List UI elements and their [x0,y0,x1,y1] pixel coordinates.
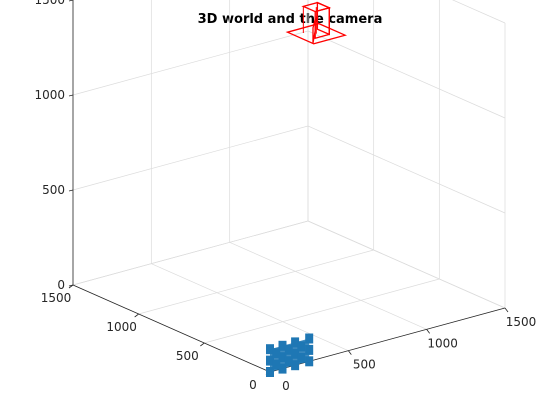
y-tick-mark [200,342,205,347]
z-tick-label: 1000 [34,88,65,102]
grid-line-backwall-z [72,125,309,191]
x-tick-label: 0 [282,379,290,393]
camera-lens [312,19,316,44]
grid-line-floor-x [151,263,349,351]
grid-line-sidewall-z [307,30,506,119]
z-tick-mark [68,189,74,192]
data-points [266,333,314,377]
y-tick-label: 0 [249,378,257,392]
z-tick-label: 0 [57,278,65,292]
grid-line-backwall-z [72,220,309,286]
camera-model [285,1,348,45]
grid-line-floor-y [204,278,440,344]
grid [72,0,506,373]
z-tick-mark [68,0,74,2]
y-tick-label: 500 [176,349,199,363]
x-tick-mark [504,307,509,313]
grid-line-floor-y [138,249,374,315]
x-tick-mark [426,329,430,334]
chart-title: 3D world and the camera [198,12,383,27]
y-tick-label: 1500 [41,291,72,305]
camera-body-top [301,1,332,13]
y-tick-label: 1000 [106,320,137,334]
point-cluster [270,338,310,372]
z-tick-label: 500 [42,183,65,197]
x-tick-mark [348,350,352,355]
z-tick-label: 1500 [34,0,65,7]
x-tick-label: 1500 [506,315,537,329]
z-tick-mark [68,94,74,97]
x-tick-label: 500 [353,358,376,372]
grid-line-sidewall-z [452,0,506,24]
x-tick-label: 1000 [427,336,458,350]
grid-line-sidewall-z [307,125,506,214]
data-point [278,363,287,374]
y-axis-line [72,284,271,373]
data-point [291,360,300,371]
y-tick-mark [134,313,139,318]
z-tick-mark [68,284,74,287]
grid-line-floor-x [229,242,427,330]
grid-line-backwall-z [72,30,309,96]
camera-base [285,22,348,45]
grid-line-sidewall-z [307,220,506,309]
